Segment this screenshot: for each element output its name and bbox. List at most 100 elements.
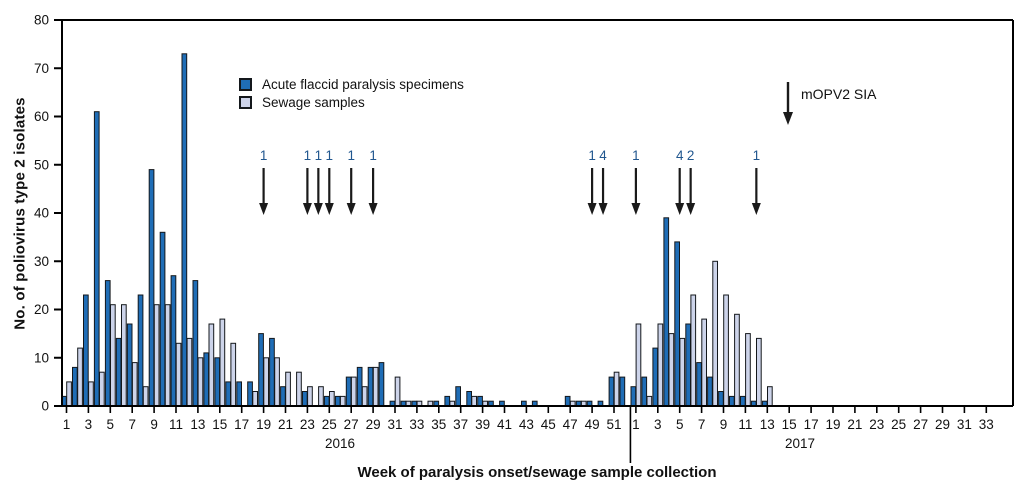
x-tick-label: 25 <box>891 417 906 432</box>
sewage-bar <box>296 371 302 407</box>
sewage-bar <box>99 371 105 407</box>
afp-bar <box>192 280 199 407</box>
x-tick-label: 45 <box>541 417 556 432</box>
y-axis-ticks: 0 10 20 30 40 50 60 70 80 <box>34 13 62 414</box>
afp-bar <box>83 294 89 407</box>
sia-arrow-count: 1 <box>369 148 377 163</box>
sewage-bar <box>690 294 697 407</box>
bars <box>61 53 773 407</box>
y-tick-label: 0 <box>41 399 49 414</box>
afp-bar <box>641 376 648 407</box>
afp-bar <box>455 386 461 407</box>
x-tick-label: 9 <box>720 417 728 432</box>
sewage-bar <box>723 294 729 407</box>
x-tick-label: 17 <box>234 417 249 432</box>
sewage-bar <box>208 323 215 407</box>
afp-bar <box>466 391 472 407</box>
x-tick-label: 7 <box>698 417 706 432</box>
sewage-bar <box>613 371 620 407</box>
x-tick-label: 21 <box>278 417 293 432</box>
legend-item-afp: Acute flaccid paralysis specimens <box>239 77 464 92</box>
sewage-bar <box>668 333 675 407</box>
sia-arrowhead <box>313 203 323 215</box>
sewage-bar <box>197 357 204 407</box>
sewage-bar <box>121 304 127 407</box>
legend-item-sewage: Sewage samples <box>239 95 464 110</box>
sia-arrowhead <box>598 203 608 215</box>
sia-arrow-count: 1 <box>315 148 323 163</box>
sewage-bar <box>394 376 401 407</box>
x-tick-label: 19 <box>825 417 840 432</box>
y-tick-label: 10 <box>34 350 49 365</box>
x-tick-label: 21 <box>847 417 862 432</box>
sewage-bar <box>756 337 762 407</box>
afp-bar <box>630 386 637 407</box>
y-tick-label: 30 <box>34 254 49 269</box>
x-tick-label: 39 <box>475 417 490 432</box>
afp-bar <box>159 231 166 407</box>
x-tick-label: 31 <box>957 417 972 432</box>
x-tick-label: 15 <box>212 417 227 432</box>
sia-arrow-count: 1 <box>326 148 334 163</box>
sewage-bar <box>252 391 259 407</box>
x-tick-label: 13 <box>760 417 775 432</box>
sewage-bar <box>153 304 160 407</box>
sia-arrowhead <box>346 203 356 215</box>
sewage-bar <box>712 260 718 407</box>
legend: Acute flaccid paralysis specimens Sewage… <box>239 77 464 110</box>
year-label-2017: 2017 <box>785 436 815 451</box>
afp-bar <box>674 241 680 407</box>
x-tick-label: 11 <box>738 417 752 432</box>
axes <box>61 19 1014 407</box>
sia-arrowhead <box>324 203 334 215</box>
down-arrow-icon <box>783 82 793 125</box>
sewage-bar <box>274 357 280 407</box>
afp-bar <box>345 376 352 407</box>
afp-bar <box>181 53 188 407</box>
y-tick-label: 60 <box>34 109 49 124</box>
x-tick-label: 3 <box>85 417 93 432</box>
sewage-bar <box>88 381 94 407</box>
afp-bar <box>477 395 483 407</box>
legend-label-sewage: Sewage samples <box>262 95 365 110</box>
afp-bar <box>269 337 275 407</box>
afp-bar <box>93 111 100 407</box>
sia-arrow-count: 4 <box>599 148 607 163</box>
sewage-bar <box>329 391 335 407</box>
y-tick-label: 40 <box>34 206 49 221</box>
x-tick-label: 47 <box>563 417 578 432</box>
afp-bar <box>323 395 330 407</box>
afp-bar <box>104 280 111 407</box>
afp-bar <box>707 376 713 407</box>
x-tick-label: 27 <box>344 417 359 432</box>
sewage-bar <box>230 342 237 407</box>
sewage-bar <box>646 395 653 407</box>
afp-bar <box>356 366 363 407</box>
x-tick-label: 19 <box>256 417 271 432</box>
sewage-bar <box>679 337 686 407</box>
sewage-bar <box>635 323 642 407</box>
afp-swatch <box>239 78 252 91</box>
sia-arrow-count: 1 <box>588 148 596 163</box>
afp-bar <box>367 366 374 407</box>
sewage-bar <box>339 395 346 407</box>
sia-arrow-count: 1 <box>347 148 355 163</box>
x-tick-label: 7 <box>128 417 136 432</box>
x-axis-ticks: 1 3 5 7 9 11 13 15 17 19 21 23 25 27 29 31 33 35 37 39 41 43 4… <box>63 406 994 432</box>
x-tick-label: 11 <box>169 417 183 432</box>
x-axis-title: Week of paralysis onset/sewage sample co… <box>357 464 717 481</box>
x-tick-label: 3 <box>654 417 662 432</box>
sewage-bar <box>66 381 72 407</box>
x-tick-label: 29 <box>366 417 381 432</box>
y-tick-label: 80 <box>34 13 49 28</box>
sewage-bar <box>263 357 269 407</box>
x-tick-label: 25 <box>322 417 337 432</box>
x-tick-label: 5 <box>676 417 684 432</box>
x-tick-label: 9 <box>150 417 158 432</box>
x-tick-label: 27 <box>913 417 928 432</box>
afp-bar <box>148 169 155 407</box>
x-tick-label: 29 <box>935 417 950 432</box>
